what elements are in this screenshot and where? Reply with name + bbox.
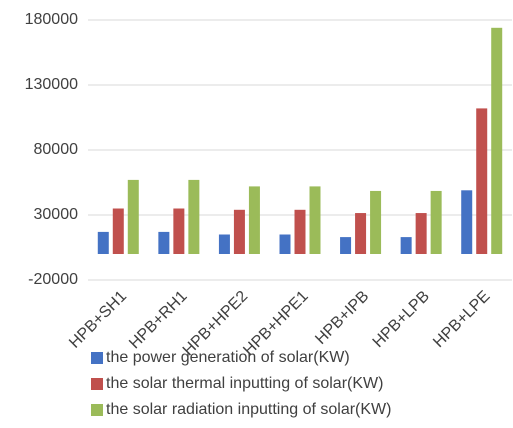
- bar: [112, 208, 124, 254]
- legend-label: the power generation of solar(KW): [106, 349, 350, 366]
- bar: [340, 237, 352, 254]
- legend-swatch: [91, 404, 103, 416]
- bar: [370, 190, 382, 254]
- bar: [173, 208, 185, 254]
- x-tick-label: HPB+LPE: [430, 288, 493, 351]
- bar: [127, 179, 139, 254]
- y-tick-label: 80000: [34, 141, 79, 158]
- bar: [97, 231, 109, 254]
- x-tick-label: HPB+SH1: [66, 288, 130, 352]
- bar: [400, 237, 412, 254]
- x-tick-label: HPB+RH1: [126, 288, 191, 353]
- bar: [430, 190, 442, 254]
- bar: [233, 209, 245, 254]
- bar: [279, 234, 291, 254]
- bar: [248, 186, 260, 254]
- bar: [294, 209, 306, 254]
- bar: [218, 234, 230, 254]
- legend-label: the solar radiation inputting of solar(K…: [106, 401, 391, 418]
- x-tick-label: HPB+IPB: [312, 288, 372, 348]
- x-tick-label: HPB+LPB: [370, 288, 433, 351]
- legend-label: the solar thermal inputting of solar(KW): [106, 375, 383, 392]
- y-tick-label: -20000: [28, 271, 78, 288]
- bar: [491, 27, 503, 254]
- y-tick-label: 180000: [25, 11, 78, 28]
- bar: [188, 179, 200, 254]
- legend-swatch: [91, 352, 103, 364]
- bar: [355, 213, 367, 254]
- legend-swatch: [91, 378, 103, 390]
- bar: [309, 186, 321, 254]
- bar: [461, 190, 473, 254]
- bar: [158, 231, 170, 254]
- y-tick-label: 30000: [34, 206, 79, 223]
- y-tick-label: 130000: [25, 76, 78, 93]
- bar: [476, 108, 488, 255]
- bar: [415, 213, 427, 254]
